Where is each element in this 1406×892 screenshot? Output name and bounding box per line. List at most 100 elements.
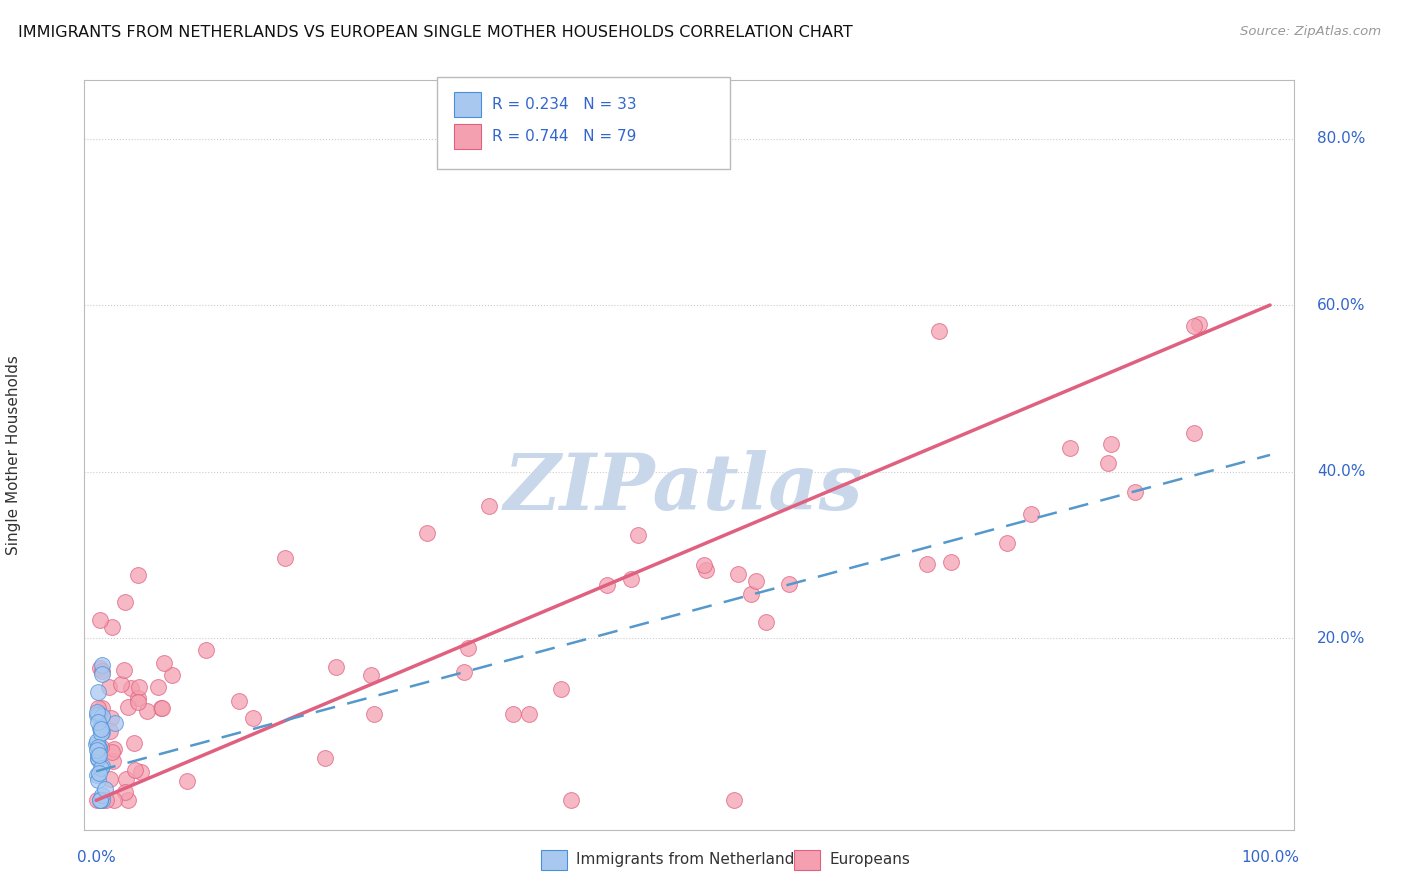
Point [162,667,184,681]
Point [127,567,149,582]
Point [87,748,110,763]
Point [1123,484,1146,499]
Text: R = 0.234   N = 33: R = 0.234 N = 33 [492,97,637,112]
Point [363,707,385,722]
Point [86,708,108,723]
Point [86,737,108,751]
Point [745,574,768,588]
Point [94,782,117,797]
Point [87,741,110,756]
Point [517,706,540,721]
Point [89,793,111,807]
Point [1188,317,1211,331]
Point [91,788,114,802]
Point [86,793,108,807]
Point [94,793,117,807]
Point [90,793,112,807]
Point [120,681,142,695]
Point [135,704,157,718]
Point [98,724,121,739]
Point [117,793,139,807]
Point [87,772,110,787]
Point [478,499,501,513]
Point [453,665,475,680]
Point [87,747,110,762]
Text: Single Mother Households: Single Mother Households [7,355,21,555]
Point [110,676,132,690]
Point [502,707,524,722]
Point [91,709,114,723]
Text: ZIPatlas: ZIPatlas [503,450,863,526]
Point [778,576,800,591]
Point [91,665,114,679]
Point [89,614,111,628]
Point [100,711,122,725]
Point [100,745,122,759]
Point [150,701,173,715]
Point [98,772,121,786]
Point [89,707,111,722]
Point [416,526,439,541]
Point [86,743,108,757]
Text: Source: ZipAtlas.com: Source: ZipAtlas.com [1240,25,1381,38]
Point [90,759,112,773]
Point [89,661,111,675]
Text: 0.0%: 0.0% [77,850,115,865]
Point [91,701,114,715]
Point [103,742,125,756]
Point [150,701,173,715]
Point [228,694,250,708]
Point [153,656,176,670]
Point [89,721,111,735]
Point [596,578,619,592]
Text: Immigrants from Netherlands: Immigrants from Netherlands [576,853,803,867]
Point [127,691,149,706]
Point [740,587,762,601]
Point [131,764,153,779]
Point [627,528,650,542]
Text: 80.0%: 80.0% [1317,131,1365,146]
Point [122,735,145,749]
Point [91,724,114,739]
Point [100,619,122,633]
Point [127,695,149,709]
Point [114,785,136,799]
Point [89,793,111,807]
Point [560,793,582,807]
Point [115,772,138,787]
Point [86,734,108,748]
Point [114,595,136,609]
Point [176,774,198,789]
Point [1182,318,1205,333]
Point [274,550,297,565]
Point [693,558,716,572]
Point [1097,456,1119,470]
Point [915,557,938,571]
Point [90,760,112,774]
Point [242,710,264,724]
Point [314,751,336,765]
Text: 40.0%: 40.0% [1317,464,1365,479]
Point [360,667,382,681]
Point [90,739,112,754]
Point [90,726,112,740]
Point [695,563,717,577]
Point [1182,425,1205,440]
Point [86,768,108,782]
Point [325,660,347,674]
Text: 60.0%: 60.0% [1317,298,1365,312]
Point [87,750,110,764]
Point [124,764,146,778]
Point [755,615,778,629]
Text: Europeans: Europeans [830,853,911,867]
Point [87,685,110,699]
Point [620,573,643,587]
Point [114,663,136,677]
Text: IMMIGRANTS FROM NETHERLANDS VS EUROPEAN SINGLE MOTHER HOUSEHOLDS CORRELATION CHA: IMMIGRANTS FROM NETHERLANDS VS EUROPEAN … [18,25,853,40]
Point [91,667,114,681]
Point [87,739,110,754]
Text: R = 0.744   N = 79: R = 0.744 N = 79 [492,129,637,144]
Point [1019,507,1042,521]
Point [195,643,218,657]
Point [86,701,108,715]
